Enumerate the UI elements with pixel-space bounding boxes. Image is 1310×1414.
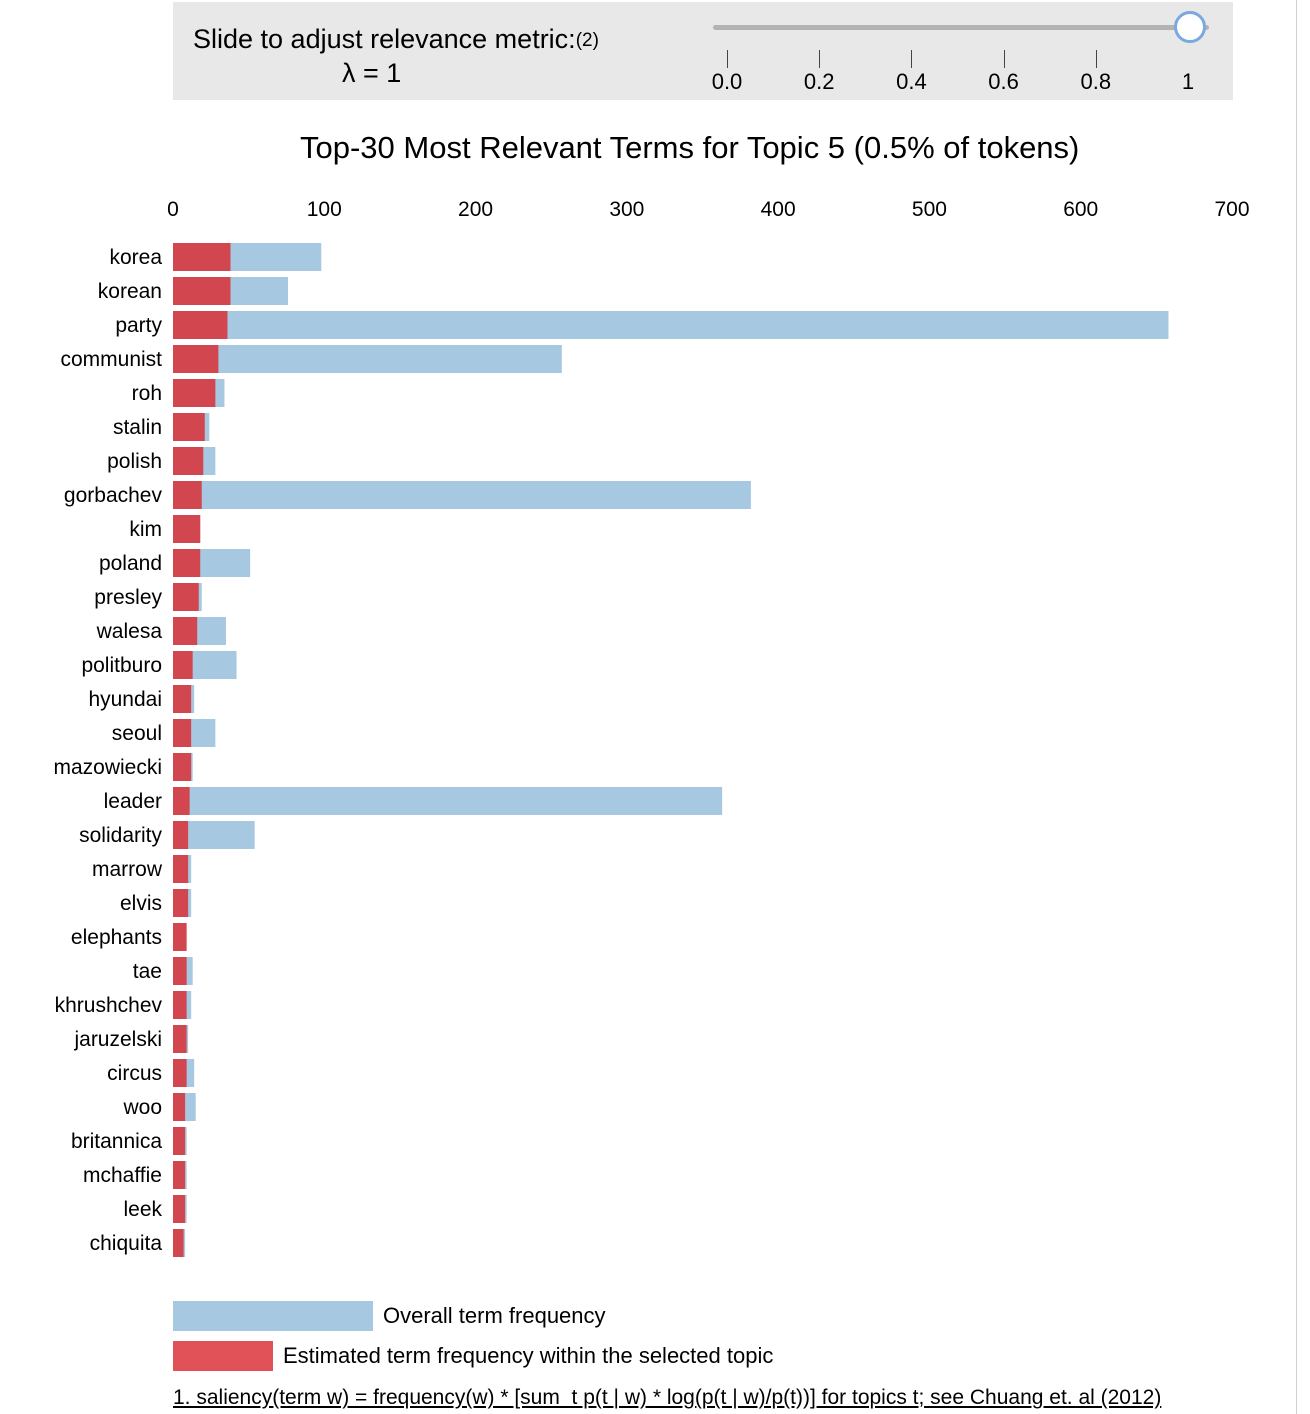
lambda-value: λ = 1 [342, 58, 402, 88]
slider-tick-label: 0.6 [988, 69, 1019, 94]
topic-frequency-bar [173, 583, 199, 611]
slider-tick-label: 0.8 [1080, 69, 1112, 94]
term-label: britannica [71, 1130, 162, 1153]
topic-frequency-bar [173, 889, 189, 917]
term-label: poland [99, 552, 162, 575]
term-label: marrow [92, 858, 163, 881]
topic-frequency-bar [173, 821, 189, 849]
topic-frequency-bar [173, 447, 204, 475]
slider-tick-mark [727, 50, 728, 68]
x-tick-label: 0 [167, 198, 179, 221]
term-label: circus [107, 1062, 162, 1085]
term-label: woo [122, 1096, 162, 1119]
topic-frequency-bar [173, 379, 216, 407]
page-right-border [1296, 0, 1297, 1414]
legend-estimated-swatch [173, 1341, 273, 1371]
topic-frequency-bar [173, 923, 187, 951]
term-label: leek [123, 1198, 162, 1221]
term-label: jaruzelski [73, 1028, 162, 1051]
slider-tick-label: 0.2 [803, 69, 835, 94]
term-label: korean [98, 280, 162, 303]
topic-frequency-bar [173, 617, 198, 645]
topic-frequency-bar [173, 753, 192, 781]
overall-frequency-bar [173, 481, 751, 509]
relevance-bar-chart: 0 100 200 300 400 500 600 700 korea korean party co… [53, 198, 1250, 1257]
topic-frequency-bar [173, 957, 187, 985]
topic-frequency-bar [173, 311, 228, 339]
slider-track[interactable] [713, 25, 1209, 30]
term-label: elvis [120, 892, 162, 915]
topic-frequency-bar [173, 277, 231, 305]
topic-frequency-bar [173, 515, 201, 543]
topic-frequency-bar [173, 1229, 184, 1257]
x-tick-label: 100 [307, 198, 342, 221]
topic-frequency-bar [173, 719, 192, 747]
term-label: kim [129, 518, 162, 541]
x-tick-label: 300 [609, 198, 644, 221]
term-label: tae [133, 960, 162, 983]
topic-frequency-bar [173, 685, 192, 713]
x-tick-label: 500 [912, 198, 947, 221]
term-label: polish [107, 450, 162, 473]
topic-frequency-bar [173, 787, 190, 815]
term-label: presley [94, 586, 162, 609]
term-label: mchaffie [83, 1164, 162, 1187]
topic-frequency-bar [173, 855, 189, 883]
term-label: walesa [96, 620, 163, 643]
term-label: communist [60, 348, 162, 371]
topic-frequency-bar [173, 991, 187, 1019]
x-tick-label: 600 [1063, 198, 1098, 221]
topic-frequency-bar [173, 1161, 186, 1189]
term-label: chiquita [90, 1232, 163, 1255]
topic-frequency-bar [173, 1059, 187, 1087]
term-label: khrushchev [55, 994, 163, 1017]
chart-title: Top-30 Most Relevant Terms for Topic 5 (… [300, 130, 1080, 165]
topic-frequency-bar [173, 1093, 186, 1121]
x-tick-label: 200 [458, 198, 493, 221]
topic-frequency-bar [173, 549, 201, 577]
term-label: elephants [71, 926, 162, 949]
term-label: leader [104, 790, 162, 813]
legend-overall-swatch [173, 1301, 373, 1331]
topic-frequency-bar [173, 651, 193, 679]
slider-thumb[interactable] [1174, 11, 1206, 43]
overall-frequency-bar [173, 787, 723, 815]
overall-frequency-bar [173, 311, 1169, 339]
footnote-ref: (2) [575, 30, 599, 51]
x-tick-label: 400 [761, 198, 796, 221]
legend-estimated-label: Estimated term frequency within the sele… [283, 1343, 774, 1368]
term-label: solidarity [79, 824, 162, 847]
topic-frequency-bar [173, 481, 202, 509]
topic-frequency-bar [173, 1025, 187, 1053]
term-label: stalin [113, 416, 162, 439]
slider-tick-mark [1095, 50, 1097, 68]
slider-tick-label: 0.0 [711, 69, 743, 94]
term-label: korea [109, 246, 162, 269]
topic-frequency-bar [173, 1127, 186, 1155]
term-label: gorbachev [64, 484, 163, 507]
slider-label: Slide to adjust relevance metric:(2) [193, 24, 599, 54]
legend-overall-label: Overall term frequency [383, 1303, 606, 1328]
slider-tick-mark [911, 50, 913, 68]
topic-frequency-bar [173, 345, 219, 373]
saliency-footnote: 1. saliency(term w) = frequency(w) * [su… [173, 1386, 1162, 1409]
term-label: mazowiecki [53, 756, 162, 779]
term-label: seoul [112, 722, 162, 745]
x-tick-label: 700 [1214, 198, 1249, 221]
topic-frequency-bar [173, 243, 231, 271]
term-label: politburo [81, 654, 162, 677]
slider-tick-label: 1 [1181, 69, 1195, 94]
topic-frequency-bar [173, 1195, 186, 1223]
term-label: hyundai [88, 688, 162, 711]
topic-frequency-bar [173, 413, 205, 441]
slider-tick-mark [1003, 50, 1005, 68]
overall-frequency-bar [173, 345, 562, 373]
term-label: roh [132, 382, 162, 405]
term-label: party [115, 314, 162, 337]
relevance-slider-panel: Slide to adjust relevance metric:(2) λ =… [173, 2, 1233, 100]
slider-tick-mark [819, 50, 821, 68]
slider-tick-label: 0.4 [896, 69, 927, 94]
